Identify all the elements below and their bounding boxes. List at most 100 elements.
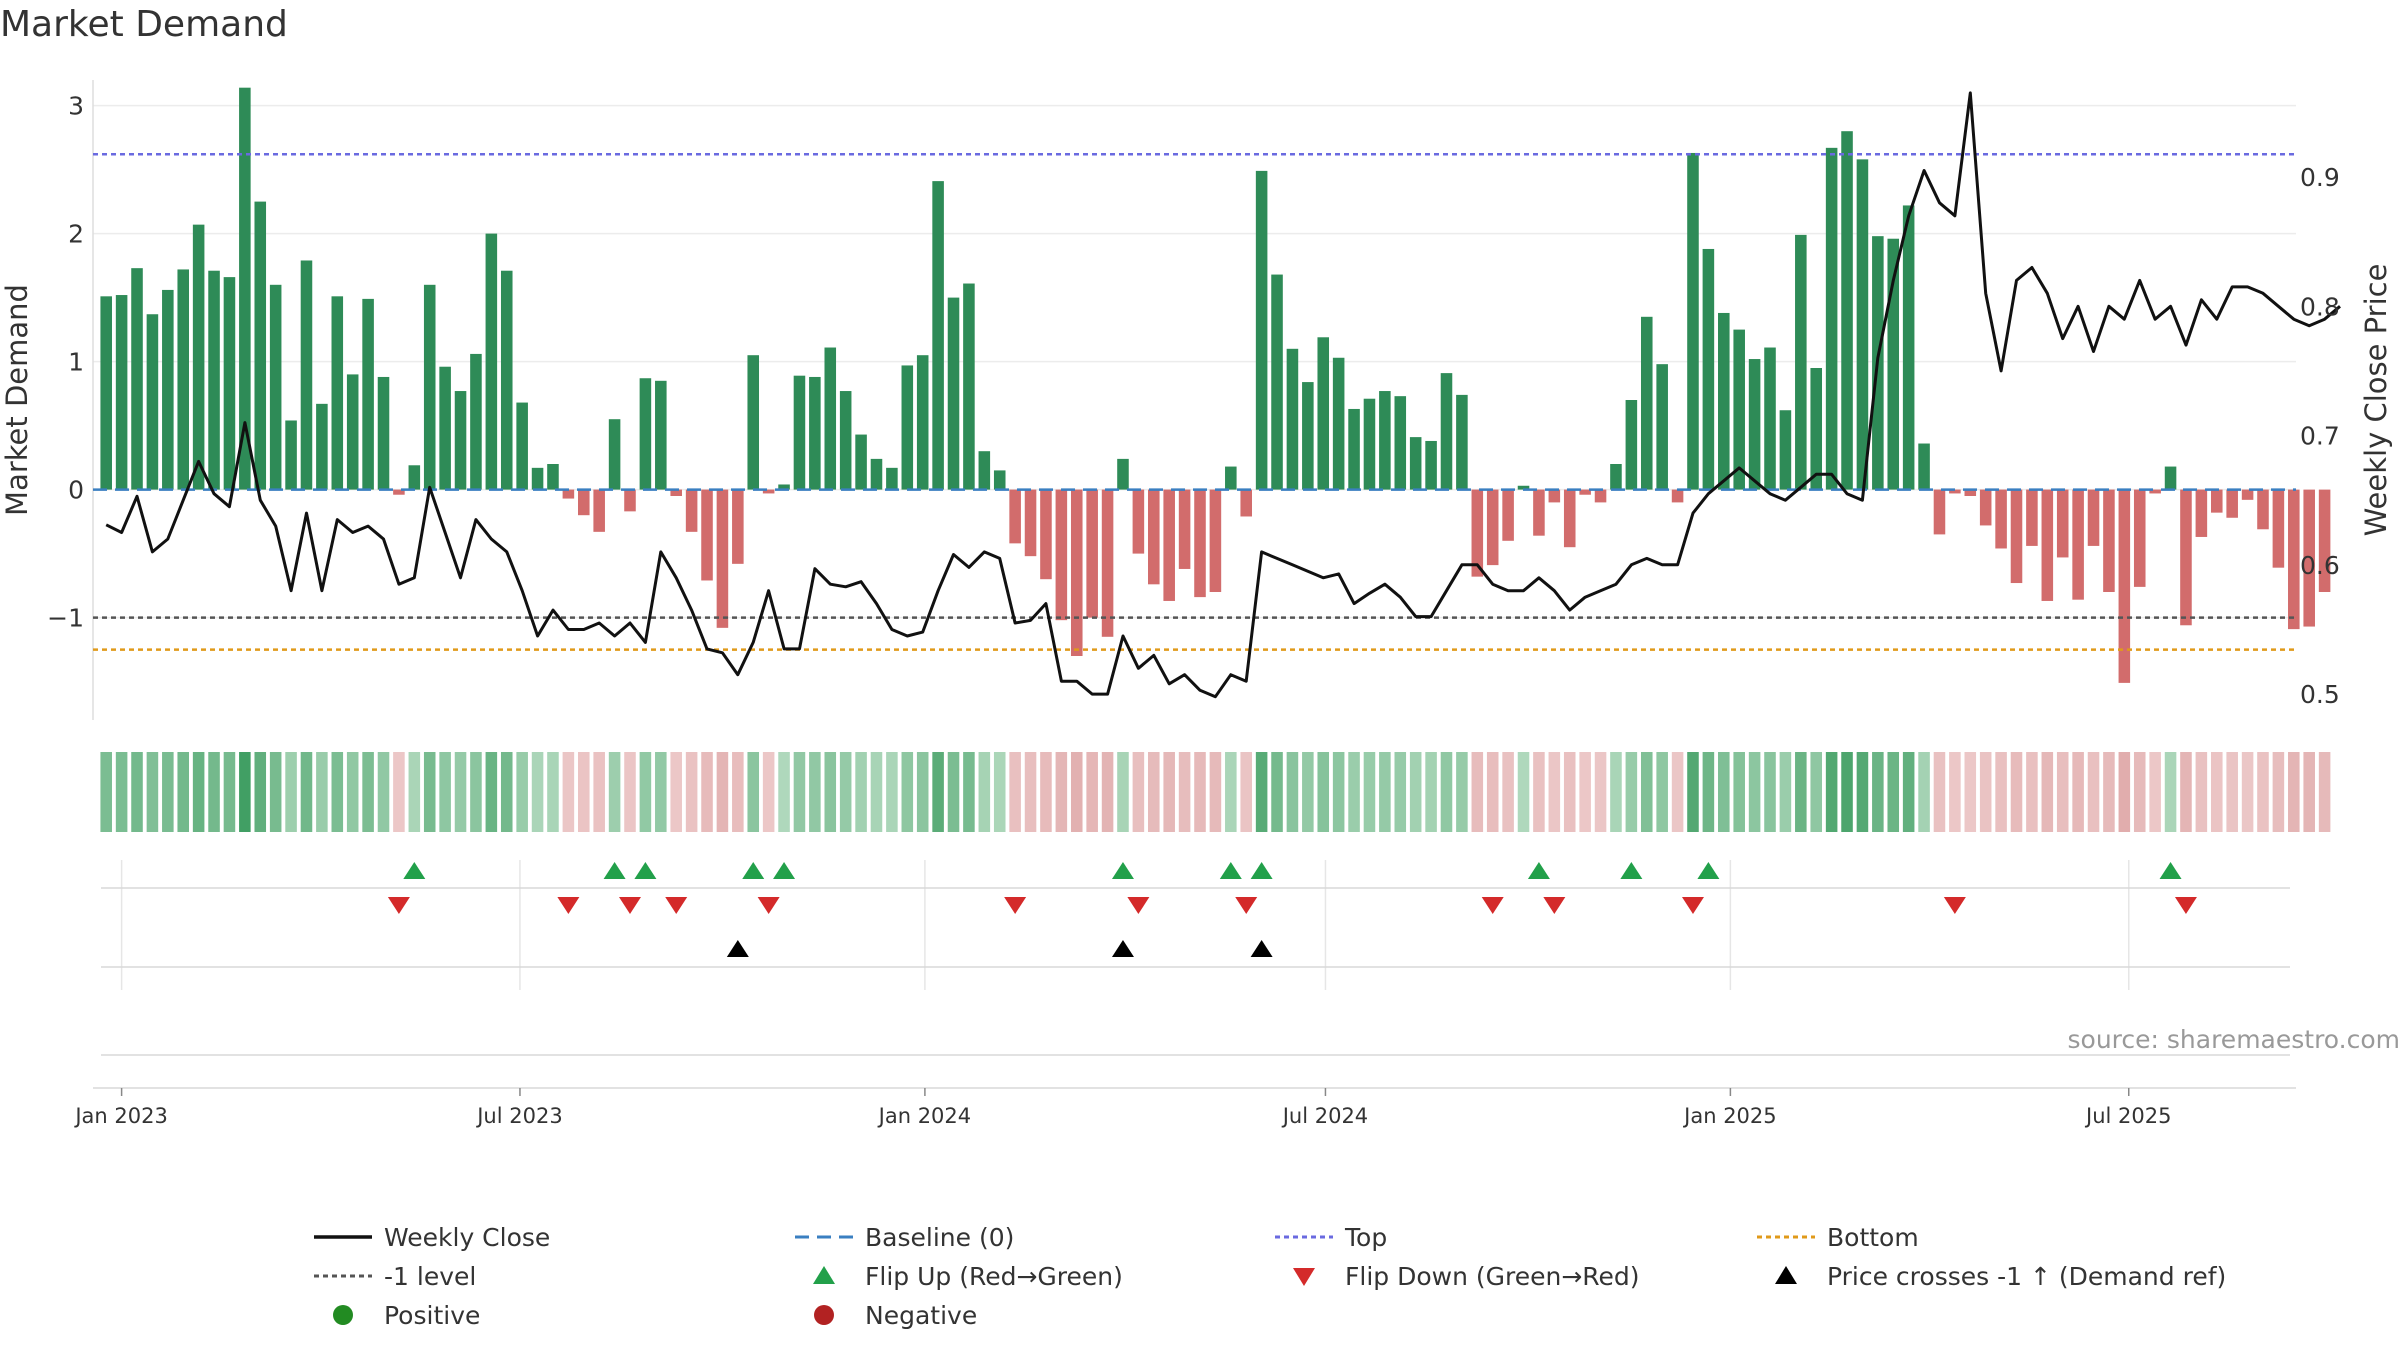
heat-cell [285, 752, 297, 832]
flip-up-marker [1527, 862, 1550, 879]
heat-cell [1348, 752, 1360, 832]
demand-bar-positive [1117, 458, 1129, 490]
chart-title: Market Demand [0, 4, 288, 45]
flip-down-marker [1235, 897, 1258, 914]
demand-bar-positive [1225, 466, 1237, 490]
flip-down-marker [1004, 897, 1027, 914]
heat-cell [1486, 752, 1499, 832]
demand-bar-positive [362, 298, 374, 490]
heat-cell [1995, 752, 2007, 832]
demand-bar-negative [1594, 489, 1607, 503]
demand-bar-positive [1841, 131, 1853, 490]
heat-cell [1533, 752, 1545, 832]
y-ticks: 3 2 1 0 −1 [47, 92, 84, 633]
heat-cell [1579, 752, 1591, 832]
demand-bar-negative [1548, 489, 1561, 503]
heat-cell [1687, 752, 1699, 832]
heat-cell [778, 752, 790, 832]
heat-cell [1394, 752, 1407, 832]
flip-up-marker [1620, 862, 1643, 879]
heat-cell [239, 752, 251, 832]
heat-cell [1548, 752, 1561, 832]
heat-cell [947, 752, 960, 832]
heat-cell [886, 752, 898, 832]
demand-bar-positive [269, 284, 282, 490]
heat-cell [2056, 752, 2069, 832]
demand-bar-positive [778, 484, 790, 490]
legend-swatch [813, 1266, 835, 1284]
x-ticks: Jan 2023 Jul 2023 Jan 2024 Jul 2024 Jan 2025… [73, 1088, 2171, 1128]
demand-bar-negative [1163, 489, 1175, 601]
demand-bar-negative [1563, 489, 1576, 548]
demand-bar-positive [1317, 337, 1330, 490]
heat-cell [547, 752, 559, 832]
legend-swatch [333, 1305, 353, 1325]
heat-strip [100, 752, 2331, 832]
demand-bar-negative [1024, 489, 1037, 557]
demand-bar-positive [1332, 357, 1345, 490]
heat-cell [162, 752, 174, 832]
demand-bar-positive [824, 347, 837, 490]
demand-bar-negative [2026, 489, 2038, 546]
demand-bar-positive [346, 374, 359, 490]
demand-bar-positive [1286, 348, 1299, 490]
legend-label: Weekly Close [384, 1223, 550, 1252]
demand-bar-negative [1964, 489, 1977, 496]
demand-bar-positive [1687, 152, 1699, 490]
demand-bar-positive [655, 380, 667, 490]
demand-bar-positive [1702, 248, 1715, 490]
empty-panel [93, 1054, 2296, 1089]
heat-cell [1240, 752, 1252, 832]
heat-cell [223, 752, 236, 832]
flip-down-marker [757, 897, 780, 914]
heat-cell [870, 752, 883, 832]
heat-cell [1178, 752, 1191, 832]
heat-cell [1148, 752, 1160, 832]
demand-bar-negative [2103, 489, 2115, 592]
heat-cell [1517, 752, 1530, 832]
demand-bar-positive [1902, 205, 1915, 490]
heat-cell [2318, 752, 2331, 832]
demand-bar-positive [978, 451, 991, 490]
demand-bar-negative [578, 489, 590, 516]
heat-cell [1379, 752, 1391, 832]
demand-bar-negative [2133, 489, 2146, 587]
demand-bar-positive [870, 458, 883, 490]
demand-bar-negative [2303, 489, 2315, 627]
heat-cell [1872, 752, 1884, 832]
heat-cell [809, 752, 821, 832]
demand-bar-positive [932, 181, 944, 490]
demand-bar-positive [1255, 170, 1268, 490]
heat-cell [454, 752, 467, 832]
flip-down-marker [618, 897, 641, 914]
heat-cell [1764, 752, 1776, 832]
demand-bar-positive [1856, 159, 1869, 490]
heat-cell [624, 752, 636, 832]
heat-cell [916, 752, 929, 832]
heat-cell [1610, 752, 1622, 832]
demand-bar-negative [2272, 489, 2285, 568]
demand-bar-positive [608, 419, 621, 490]
heat-cell [300, 752, 313, 832]
legend-label: Baseline (0) [865, 1223, 1014, 1252]
demand-bar-positive [331, 296, 344, 490]
demand-bar-positive [316, 403, 328, 490]
heat-cell [254, 752, 267, 832]
heat-cell [793, 752, 806, 832]
demand-bar-negative [2041, 489, 2054, 601]
heat-cell [1225, 752, 1237, 832]
demand-bar-positive [531, 467, 544, 490]
heat-cell [639, 752, 652, 832]
source-label: source: sharemaestro.com [2068, 1025, 2400, 1054]
heat-cell [485, 752, 498, 832]
heat-cell [701, 752, 713, 832]
heat-cell [1163, 752, 1175, 832]
heat-cell [2149, 752, 2161, 832]
demand-bar-positive [1610, 464, 1622, 490]
demand-bar-positive [1733, 329, 1745, 490]
heat-cell [500, 752, 513, 832]
demand-bar-positive [993, 470, 1006, 490]
demand-bar-positive [377, 376, 390, 490]
heat-cell [408, 752, 421, 832]
